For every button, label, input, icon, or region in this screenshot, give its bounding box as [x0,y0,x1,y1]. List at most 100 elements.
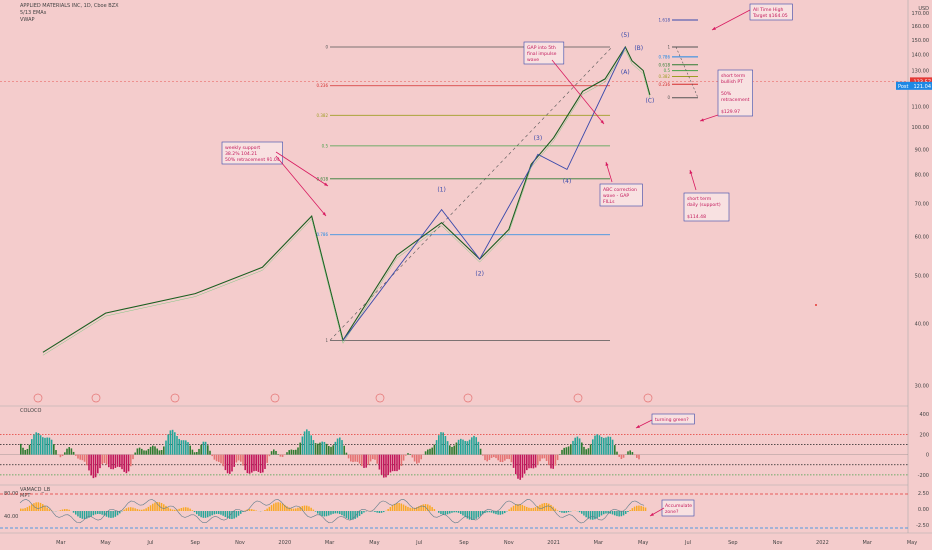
coloco-bar [594,435,596,455]
vamacd-bar [363,511,365,513]
coloco-bar [515,454,517,475]
coloco-bar [242,454,244,466]
abc-correction-box [599,183,643,207]
coloco-bar [222,454,224,467]
coloco-bar [24,449,26,455]
elliott-wave-line [342,46,626,341]
small-fib-label: 1 [667,45,670,50]
vamacd-bar [462,511,464,516]
vamacd-bar [251,509,253,511]
small-fib-label: 1.618 [659,17,671,22]
vamacd-bar [68,509,70,511]
coloco-bar [92,454,95,479]
coloco-bar [240,454,242,462]
vamacd-bar [486,511,488,513]
annot-arrow-head [600,120,604,124]
coloco-bar [629,450,631,455]
vamacd-bar [501,511,504,515]
vamacd-bar [523,505,526,511]
annot-arrow-head [712,26,716,30]
vamacd-bar [314,511,317,512]
coloco-bar [387,454,389,475]
vamacd-bar [552,506,554,511]
vamacd-bar [517,504,519,511]
vamacd-bar [609,511,612,514]
coloco-bar [462,439,464,455]
price-tick-label: 50.00 [915,274,929,280]
vamacd-bar [202,511,205,518]
vamacd-bar [145,508,147,511]
vamacd-bar [418,506,420,511]
vamacd-bar [400,503,403,511]
vamacd-bar [387,508,389,511]
vamacd-bar [457,511,460,513]
vamacd-bar [444,511,447,515]
annot-arrow-head [322,212,326,216]
coloco-bar [508,454,510,460]
chart-title: APPLIED MATERIALS INC, 1D, Cboe BZX [20,3,119,9]
vamacd-bar [35,502,37,511]
coloco-bar [374,454,376,460]
coloco-bar [39,435,42,455]
price-tick-label: 160.00 [912,24,930,30]
coloco-bar [127,454,130,472]
vamacd-bar [636,505,638,511]
coloco-bar [510,454,513,463]
ath-target-text: All Time High [753,7,784,13]
coloco-bar [380,454,383,475]
vamacd-bar [233,511,235,519]
coloco-bar [273,449,275,455]
accumulate-text: zone? [665,509,679,515]
coloco-bar [611,439,614,455]
vamacd-bar [248,509,251,511]
coloco-bar [321,441,323,455]
coloco-bar [563,447,565,455]
vamacd-bar [46,507,48,511]
coloco-bar [543,454,546,459]
bullish-pt-box [717,69,753,117]
coloco-bar [389,454,392,473]
vamacd-bar [603,511,605,515]
vamacd-bar [528,507,530,511]
vamacd-bar [334,511,337,514]
price-tick-label: 90.00 [915,147,929,153]
coloco-bar [444,436,447,455]
time-tick-label: May [638,540,648,546]
vamacd-bar [587,511,590,519]
vamacd-bar [449,511,451,514]
vamacd-sub: MPT [20,493,31,499]
coloco-bar [442,432,444,455]
vamacd-bar [374,511,376,512]
price-tick-label: 70.00 [915,201,929,207]
coloco-bar [81,454,84,461]
vamacd-bar [105,511,108,517]
coloco-bar [638,454,640,460]
vamacd-bar [358,511,361,516]
event-marker [91,393,101,403]
coloco-bar [105,454,108,465]
coloco-bar [479,448,482,455]
vamacd-bar [427,504,429,511]
vamacd-bar [213,511,216,515]
small-fib-label: 0 [667,95,670,100]
vamacd-bar [380,511,383,513]
coloco-bar [297,447,299,455]
vamacd-bar [526,506,528,511]
vamacd-bar [396,503,398,511]
vamacd-bar [284,504,286,511]
coloco-bar [534,454,537,468]
coloco-bar [578,438,581,455]
vamacd-bar [545,503,548,511]
vamacd-bar [620,511,623,517]
vamacd-bar [559,511,561,512]
coloco-bar [497,454,499,461]
vamacd-bar [108,511,110,518]
vamacd-bar [347,511,350,520]
vamacd-bar [97,511,99,514]
coloco-bar [589,444,592,455]
event-marker [573,393,583,403]
vamacd-bar [141,509,143,511]
coloco-bar [286,452,288,455]
coloco-bar [532,454,535,469]
